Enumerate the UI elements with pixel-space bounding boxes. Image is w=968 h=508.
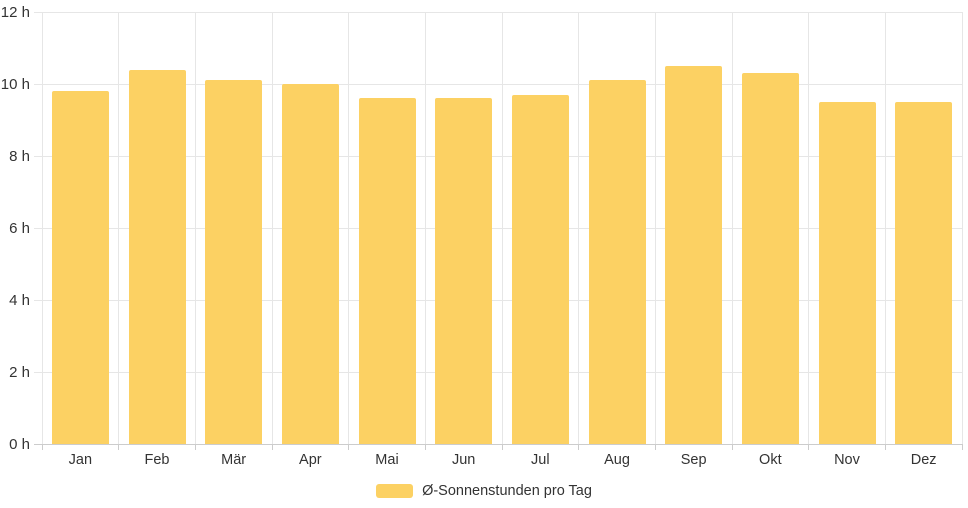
x-axis-tick	[424, 444, 426, 450]
x-axis-tick	[118, 444, 120, 450]
x-axis-label-jan: Jan	[68, 452, 93, 468]
bar-jul[interactable]	[511, 94, 569, 444]
x-axis-label-sep: Sep	[680, 452, 707, 468]
x-axis-tick	[194, 444, 196, 450]
x-axis-label-jun: Jun	[451, 452, 476, 468]
x-gridline	[271, 12, 273, 444]
y-gridline-10	[34, 83, 962, 85]
x-axis-tick	[578, 444, 580, 450]
y-axis-label-2h: 2 h	[9, 363, 30, 381]
bar-nov[interactable]	[818, 102, 876, 444]
legend-label: Ø-Sonnenstunden pro Tag	[422, 483, 592, 499]
x-axis-label-aug: Aug	[604, 452, 630, 468]
y-axis-label-10h: 10 h	[0, 75, 30, 93]
legend-swatch-icon	[376, 484, 414, 498]
y-gridline-2	[34, 371, 962, 373]
x-axis-label-feb: Feb	[144, 452, 170, 468]
x-axis-tick	[731, 444, 733, 450]
y-axis-label-6h: 6 h	[9, 219, 30, 237]
x-gridline	[194, 12, 196, 444]
y-gridline-6	[34, 227, 962, 229]
bar-jun[interactable]	[435, 98, 493, 444]
bar-dez[interactable]	[895, 102, 953, 444]
x-axis-label-apr: Apr	[299, 452, 322, 468]
x-axis-label-dez: Dez	[910, 452, 937, 468]
x-gridline	[884, 12, 886, 444]
x-axis-tick	[348, 444, 350, 450]
y-gridline-4	[34, 299, 962, 301]
y-axis-label-4h: 4 h	[9, 291, 30, 309]
x-axis-tick	[808, 444, 810, 450]
x-axis-label-mai: Mai	[375, 452, 399, 468]
bar-aug[interactable]	[588, 80, 646, 444]
legend-item[interactable]: Ø-Sonnenstunden pro Tag	[0, 483, 968, 499]
y-axis-label-12h: 12 h	[0, 3, 30, 21]
x-gridline	[348, 12, 350, 444]
x-gridline	[501, 12, 503, 444]
y-axis-label-8h: 8 h	[9, 147, 30, 165]
bar-sep[interactable]	[665, 66, 723, 444]
x-gridline	[731, 12, 733, 444]
x-axis-label-okt: Okt	[759, 452, 782, 468]
bar-apr[interactable]	[281, 84, 339, 444]
x-axis-tick	[41, 444, 43, 450]
x-axis-tick	[271, 444, 273, 450]
x-axis-label-mär: Mär	[221, 452, 247, 468]
x-gridline	[808, 12, 810, 444]
y-axis-label-0h: 0 h	[9, 435, 30, 453]
y-gridline-0	[34, 443, 962, 445]
x-gridline	[578, 12, 580, 444]
bar-mär[interactable]	[205, 80, 263, 444]
y-gridline-8	[34, 155, 962, 157]
x-gridline	[961, 12, 963, 444]
x-axis-tick	[961, 444, 963, 450]
bar-mai[interactable]	[358, 98, 416, 444]
x-axis-tick	[501, 444, 503, 450]
x-axis-tick	[654, 444, 656, 450]
x-axis-label-jul: Jul	[531, 452, 550, 468]
x-gridline	[654, 12, 656, 444]
y-gridline-12	[34, 11, 962, 13]
bar-feb[interactable]	[128, 69, 186, 444]
bar-jan[interactable]	[51, 91, 109, 444]
x-axis-tick	[884, 444, 886, 450]
bar-okt[interactable]	[741, 73, 799, 444]
x-gridline	[41, 12, 43, 444]
x-gridline	[118, 12, 120, 444]
x-gridline	[424, 12, 426, 444]
x-axis-label-nov: Nov	[834, 452, 860, 468]
